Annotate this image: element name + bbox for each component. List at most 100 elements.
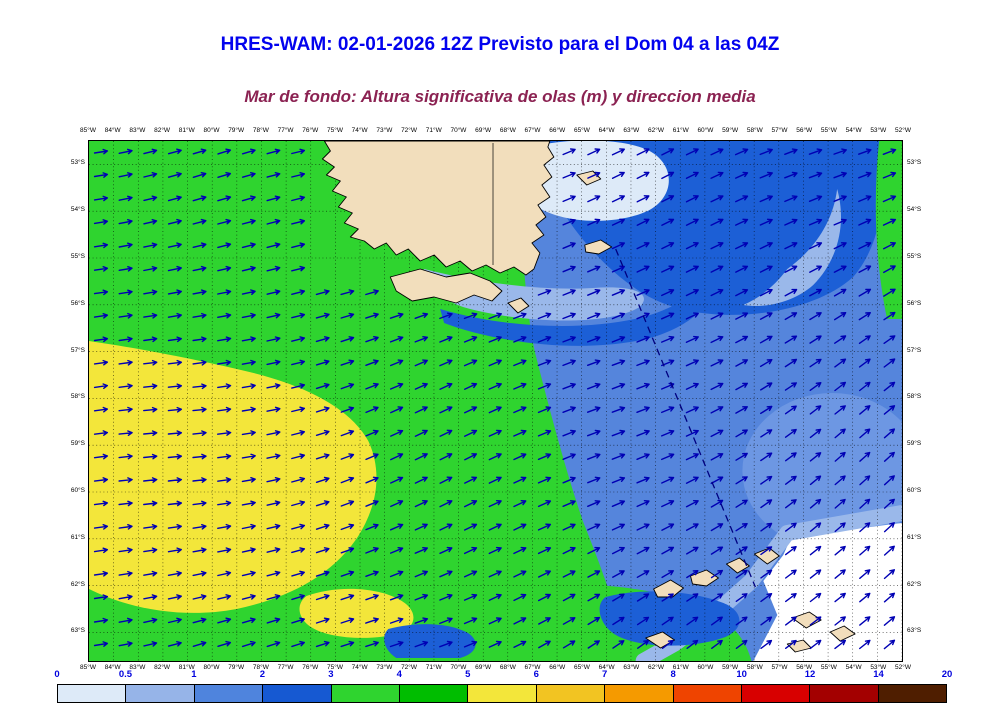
swell-arrow [291, 312, 306, 319]
lon-tick-top: 55°W [820, 127, 837, 134]
swell-arrow [365, 289, 379, 296]
swell-arrow [192, 265, 207, 272]
swell-arrow [93, 383, 109, 389]
swell-arrow [834, 358, 847, 368]
swell-arrow [340, 476, 355, 484]
swell-arrow [488, 476, 502, 484]
swell-arrow [414, 359, 428, 367]
swell-arrow [217, 312, 232, 319]
swell-arrow [414, 640, 429, 648]
swell-arrow [562, 500, 576, 507]
swell-arrow [192, 477, 207, 483]
colorbar-segment [673, 685, 742, 702]
swell-arrow [784, 358, 798, 368]
swell-arrow [241, 523, 256, 530]
swell-arrow [513, 312, 527, 320]
swell-arrow [93, 430, 109, 436]
swell-arrow [291, 148, 306, 155]
swell-arrow [217, 500, 232, 507]
swell-arrow [241, 430, 256, 436]
swell-arrow [636, 593, 650, 602]
swell-arrow [463, 570, 478, 578]
swell-arrow [735, 242, 749, 250]
swell-arrow [143, 242, 158, 249]
swell-arrow [859, 475, 871, 486]
swell-arrow [340, 547, 355, 554]
swell-arrow [759, 148, 773, 156]
swell-arrow [143, 500, 158, 507]
lon-tick-top: 66°W [549, 127, 566, 134]
swell-arrow [414, 593, 429, 601]
swell-arrow [883, 405, 896, 415]
swell-arrow [192, 312, 207, 319]
swell-arrow [784, 382, 797, 391]
swell-arrow [759, 312, 773, 320]
swell-arrow [538, 617, 551, 625]
swell-arrow [439, 523, 453, 531]
swell-arrow [735, 312, 749, 320]
swell-arrow [735, 476, 748, 485]
swell-arrow [389, 523, 404, 531]
swell-arrow [266, 477, 281, 483]
swell-arrow [784, 522, 797, 532]
swell-arrow [809, 569, 822, 579]
colorbar-segment [331, 685, 400, 702]
swell-arrow [883, 288, 896, 297]
swell-arrow [291, 500, 306, 507]
swell-arrow [118, 195, 133, 202]
swell-arrow [685, 312, 699, 320]
swell-arrow [834, 381, 847, 392]
swell-arrow [611, 476, 626, 484]
swell-arrow [735, 195, 749, 203]
lat-tick-right: 61°S [907, 533, 922, 541]
swell-arrow [636, 500, 650, 508]
swell-arrow [586, 336, 601, 343]
swell-arrow [808, 195, 823, 202]
swell-arrow [217, 172, 232, 178]
swell-arrow [760, 593, 773, 603]
swell-arrow [241, 570, 256, 577]
swell-arrow [784, 546, 797, 556]
swell-arrow [389, 570, 404, 578]
swell-arrow [217, 570, 232, 577]
swell-arrow [587, 148, 601, 156]
swell-arrow [735, 359, 748, 367]
swell-arrow [192, 359, 207, 366]
lat-tick-left: 58°S [70, 393, 85, 401]
swell-arrow [636, 265, 650, 273]
swell-arrow [439, 546, 453, 554]
swell-arrow [291, 359, 306, 366]
page-subtitle: Mar de fondo: Altura significativa de ol… [244, 87, 756, 106]
swell-arrow [562, 312, 576, 320]
lat-tick-right: 55°S [907, 253, 922, 260]
swell-arrow [685, 382, 699, 390]
swell-arrow [315, 570, 330, 577]
colorbar-value: 0.5 [118, 669, 133, 680]
swell-arrow [488, 429, 502, 437]
lon-tick-top: 69°W [475, 127, 492, 134]
swell-arrow [537, 453, 552, 461]
swell-arrow [685, 406, 699, 414]
lon-tick-top: 56°W [796, 127, 813, 134]
colorbar-value: 7 [602, 669, 608, 680]
swell-arrow [315, 523, 330, 530]
swell-arrow [586, 406, 601, 413]
swell-arrow [808, 171, 823, 179]
swell-arrow [315, 453, 330, 460]
swell-arrow [217, 218, 232, 225]
swell-arrow [636, 546, 650, 555]
swell-arrow [538, 640, 551, 649]
swell-arrow [685, 429, 699, 437]
swell-arrow [735, 382, 748, 391]
lon-tick-top: 77°W [277, 127, 294, 134]
swell-arrow [241, 312, 256, 319]
swell-arrow [216, 430, 232, 436]
swell-arrow [340, 523, 355, 531]
wave-map-svg [89, 141, 902, 661]
swell-arrow [858, 312, 871, 321]
swell-arrow [217, 453, 232, 460]
swell-arrow [291, 195, 306, 202]
swell-arrow [315, 429, 330, 436]
lon-tick-top: 78°W [252, 127, 269, 134]
swell-arrow [809, 498, 822, 509]
